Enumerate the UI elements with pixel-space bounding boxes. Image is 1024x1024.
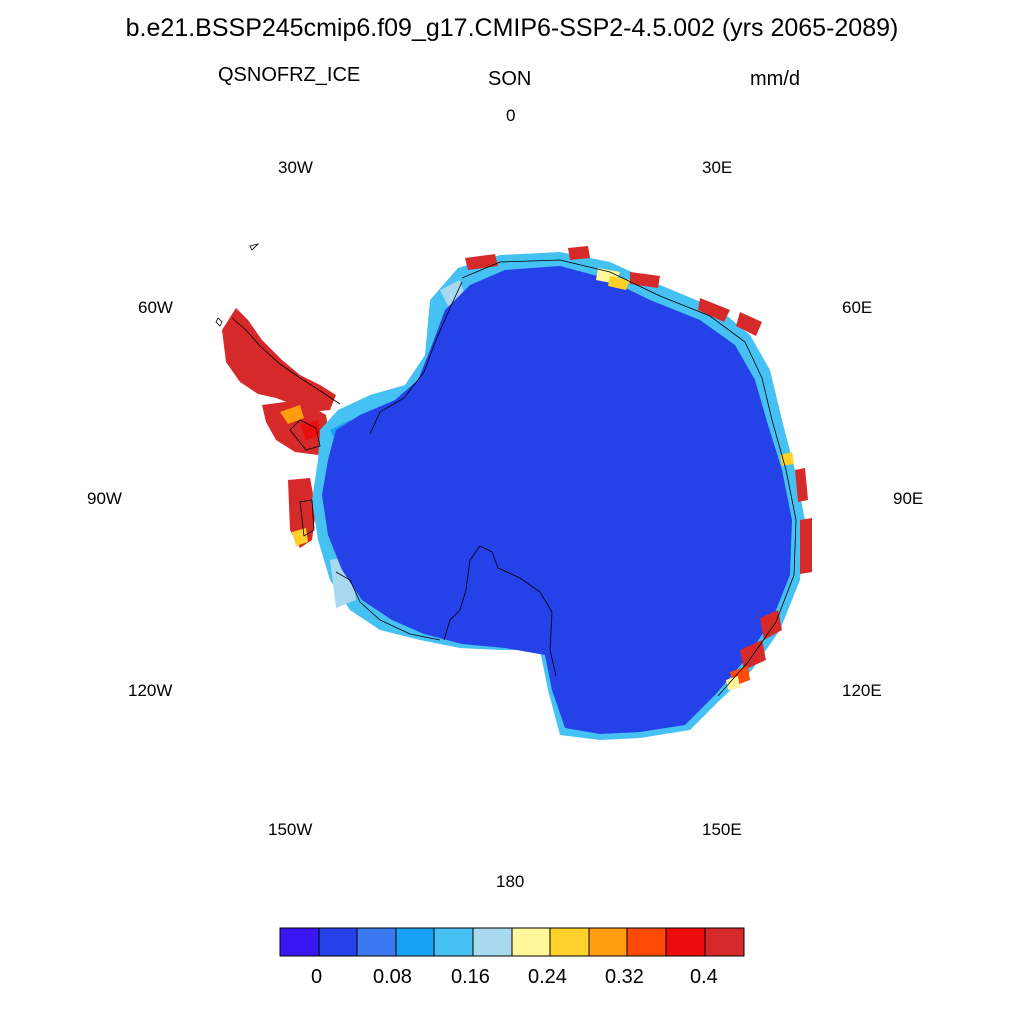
peninsula-field — [222, 308, 336, 548]
lon-label-30w: 30W — [278, 158, 313, 177]
season-label: SON — [488, 68, 532, 90]
lon-label-150e: 150E — [702, 820, 742, 839]
colorbar-swatch-7 — [550, 928, 589, 956]
lon-label-150w: 150W — [268, 820, 313, 839]
colorbar-swatch-8 — [589, 928, 627, 956]
units-label: mm/d — [750, 68, 800, 90]
colorbar-tick-5: 0.4 — [690, 966, 718, 988]
lon-label-120e: 120E — [842, 681, 882, 700]
lon-label-30e: 30E — [702, 158, 733, 177]
colorbar-swatch-11 — [705, 928, 744, 956]
lon-label-60e: 60E — [842, 298, 873, 317]
lon-label-180: 180 — [496, 872, 525, 891]
colorbar-swatch-2 — [357, 928, 396, 956]
colorbar-swatch-0 — [280, 928, 319, 956]
colorbar-swatch-5 — [473, 928, 512, 956]
lon-label-0: 0 — [506, 106, 516, 125]
colorbar-tick-2: 0.16 — [451, 966, 490, 988]
lon-label-120w: 120W — [128, 681, 173, 700]
variable-label: QSNOFRZ_ICE — [218, 64, 361, 86]
colorbar-tick-4: 0.32 — [605, 966, 644, 988]
colorbar-tick-0: 0 — [311, 966, 323, 988]
lon-label-60w: 60W — [138, 298, 173, 317]
colorbar-swatch-10 — [666, 928, 705, 956]
coastline — [215, 243, 797, 697]
colorbar-tick-3: 0.24 — [528, 966, 567, 988]
plot-title: b.e21.BSSP245cmip6.f09_g17.CMIP6-SSP2-4.… — [125, 14, 899, 42]
colorbar-swatch-4 — [434, 928, 473, 956]
colorbar-swatch-6 — [512, 928, 550, 956]
colorbar — [279, 927, 745, 957]
ice-sheet-interior — [322, 266, 792, 734]
lon-label-90w: 90W — [87, 489, 122, 508]
lon-label-90e: 90E — [893, 489, 924, 508]
colorbar-swatch-9 — [627, 928, 666, 956]
colorbar-tick-1: 0.08 — [373, 966, 412, 988]
colorbar-swatch-1 — [319, 928, 357, 956]
colorbar-swatch-3 — [396, 928, 434, 956]
